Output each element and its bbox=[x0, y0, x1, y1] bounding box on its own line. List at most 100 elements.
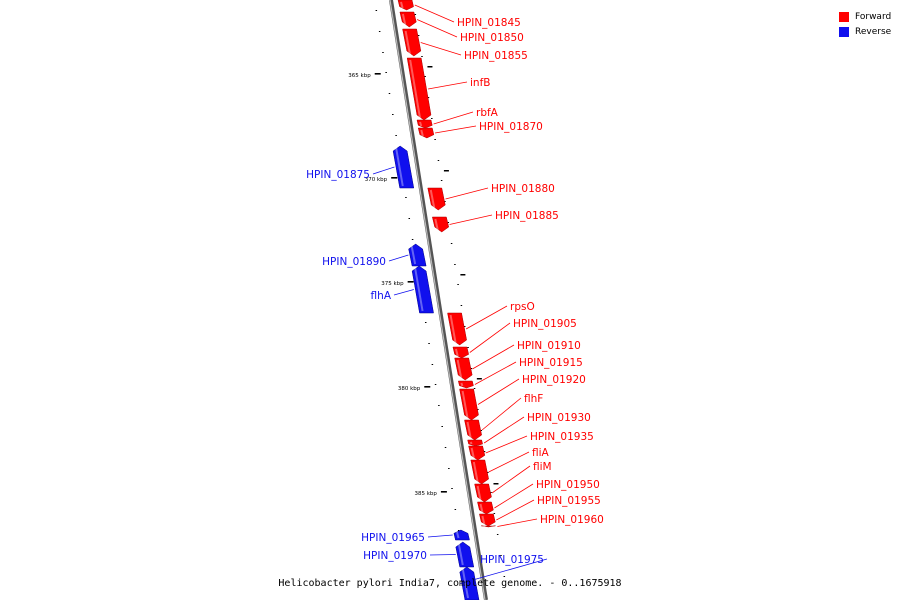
gene-label-group[interactable]: rpsO bbox=[465, 301, 535, 330]
gene-label-group[interactable]: HPIN_01880 bbox=[445, 183, 555, 200]
gene-label-group[interactable]: HPIN_01915 bbox=[474, 357, 583, 385]
gene-hpin_01915[interactable] bbox=[458, 380, 474, 389]
gene-label[interactable]: HPIN_01870 bbox=[479, 121, 543, 133]
gene-block[interactable] bbox=[416, 119, 433, 129]
gene-block[interactable] bbox=[402, 28, 422, 57]
gene-hpin_01950[interactable] bbox=[477, 501, 494, 515]
gene-block[interactable] bbox=[452, 346, 469, 359]
gene-flia[interactable] bbox=[470, 459, 489, 485]
gene-block[interactable] bbox=[474, 483, 492, 503]
gene-block[interactable] bbox=[479, 513, 496, 527]
gene-label-group[interactable]: HPIN_01910 bbox=[472, 340, 581, 370]
gene-label[interactable]: HPIN_01905 bbox=[513, 318, 577, 330]
gene-label[interactable]: HPIN_01890 bbox=[322, 256, 386, 268]
gene-hpin_01875[interactable] bbox=[392, 145, 415, 189]
gene-hpin_01905[interactable] bbox=[452, 346, 469, 359]
gene-label-group[interactable]: fliM bbox=[491, 461, 552, 494]
gene-label[interactable]: HPIN_01930 bbox=[527, 412, 591, 424]
gene-rpso[interactable] bbox=[447, 312, 467, 346]
gene-label[interactable]: HPIN_01950 bbox=[536, 479, 600, 491]
gene-label-group[interactable]: HPIN_01905 bbox=[469, 318, 577, 353]
gene-block[interactable] bbox=[399, 11, 417, 28]
gene-hpin_01850[interactable] bbox=[399, 11, 417, 28]
gene-label[interactable]: fliM bbox=[533, 461, 552, 473]
gene-block[interactable] bbox=[432, 216, 450, 233]
gene-hpin_01870[interactable] bbox=[417, 127, 435, 139]
gene-label-group[interactable]: HPIN_01845 bbox=[414, 4, 521, 29]
gene-hpin_01955[interactable] bbox=[479, 513, 496, 527]
gene-block[interactable] bbox=[454, 357, 473, 381]
gene-label[interactable]: HPIN_01970 bbox=[363, 550, 427, 562]
gene-label-group[interactable]: HPIN_01890 bbox=[322, 254, 409, 268]
gene-label[interactable]: HPIN_01915 bbox=[519, 357, 583, 369]
gene-label[interactable]: HPIN_01960 bbox=[540, 514, 604, 526]
gene-block[interactable] bbox=[392, 145, 415, 189]
gene-label[interactable]: HPIN_01975 bbox=[480, 554, 544, 566]
gene-label-group[interactable]: HPIN_01970 bbox=[363, 550, 456, 562]
gene-label-group[interactable]: HPIN_01850 bbox=[416, 19, 524, 45]
gene-label-group[interactable]: infB bbox=[428, 77, 490, 90]
gene-label[interactable]: HPIN_01875 bbox=[306, 169, 370, 181]
gene-block[interactable] bbox=[459, 566, 480, 600]
gene-label-group[interactable]: fliA bbox=[488, 447, 550, 473]
gene-label[interactable]: HPIN_01920 bbox=[522, 374, 586, 386]
gene-label[interactable]: rpsO bbox=[510, 301, 535, 313]
gene-block[interactable] bbox=[458, 380, 474, 389]
gene-block[interactable] bbox=[477, 501, 494, 515]
gene-label[interactable]: HPIN_01885 bbox=[495, 210, 559, 222]
gene-block[interactable] bbox=[464, 419, 482, 441]
gene-label-group[interactable]: rbfA bbox=[433, 107, 499, 125]
gene-label-group[interactable]: flhA bbox=[371, 289, 414, 303]
gene-block[interactable] bbox=[397, 0, 414, 11]
gene-label-group[interactable]: HPIN_01935 bbox=[485, 431, 594, 454]
gene-block[interactable] bbox=[406, 57, 432, 121]
gene-label[interactable]: HPIN_01965 bbox=[361, 532, 425, 544]
gene-hpin_01845[interactable] bbox=[397, 0, 414, 11]
gene-infb[interactable] bbox=[406, 57, 432, 121]
gene-block[interactable] bbox=[470, 459, 489, 485]
gene-label-group[interactable]: HPIN_01875 bbox=[306, 166, 395, 181]
gene-label[interactable]: rbfA bbox=[476, 107, 499, 119]
gene-label[interactable]: HPIN_01935 bbox=[530, 431, 594, 443]
gene-label[interactable]: infB bbox=[470, 77, 490, 89]
gene-block[interactable] bbox=[453, 529, 470, 541]
gene-hpin_01965[interactable] bbox=[453, 529, 470, 541]
gene-label-group[interactable]: HPIN_01965 bbox=[361, 532, 453, 544]
gene-label[interactable]: HPIN_01910 bbox=[517, 340, 581, 352]
gene-label[interactable]: HPIN_01855 bbox=[464, 50, 528, 62]
gene-label[interactable]: HPIN_01845 bbox=[457, 17, 521, 29]
gene-label-group[interactable]: HPIN_01920 bbox=[477, 374, 586, 405]
gene-label-group[interactable]: HPIN_01855 bbox=[420, 42, 528, 63]
gene-hpin_01970[interactable] bbox=[455, 541, 475, 568]
gene-label-group[interactable]: HPIN_01950 bbox=[494, 479, 600, 509]
gene-block[interactable] bbox=[468, 445, 486, 461]
gene-label[interactable]: flhA bbox=[371, 290, 392, 302]
gene-hpin_01910[interactable] bbox=[454, 357, 473, 381]
gene-label-group[interactable]: HPIN_01870 bbox=[434, 121, 543, 134]
gene-hpin_01920[interactable] bbox=[459, 388, 479, 421]
gene-hpin_01935[interactable] bbox=[468, 445, 486, 461]
gene-label[interactable]: HPIN_01850 bbox=[460, 32, 524, 44]
gene-block[interactable] bbox=[427, 187, 446, 211]
gene-hpin_01930[interactable] bbox=[467, 439, 483, 447]
gene-flim[interactable] bbox=[474, 483, 492, 503]
gene-hpin_01885[interactable] bbox=[432, 216, 450, 233]
gene-label[interactable]: HPIN_01880 bbox=[491, 183, 555, 195]
gene-label-group[interactable]: HPIN_01955 bbox=[496, 495, 601, 521]
gene-label-group[interactable]: flhF bbox=[481, 393, 543, 431]
gene-block[interactable] bbox=[467, 439, 483, 447]
gene-block[interactable] bbox=[447, 312, 467, 346]
gene-block[interactable] bbox=[480, 525, 496, 528]
gene-label-group[interactable]: HPIN_01960 bbox=[497, 514, 604, 527]
gene-label-group[interactable]: HPIN_01885 bbox=[449, 210, 559, 225]
gene-hpin_01960[interactable] bbox=[480, 524, 496, 529]
gene-hpin_01880[interactable] bbox=[427, 187, 446, 211]
gene-hpin_01975[interactable] bbox=[459, 566, 480, 600]
gene-label[interactable]: fliA bbox=[532, 447, 550, 459]
gene-label[interactable]: HPIN_01955 bbox=[537, 495, 601, 507]
gene-flhf[interactable] bbox=[464, 419, 482, 441]
gene-label[interactable]: flhF bbox=[524, 393, 543, 405]
gene-block[interactable] bbox=[411, 265, 434, 314]
